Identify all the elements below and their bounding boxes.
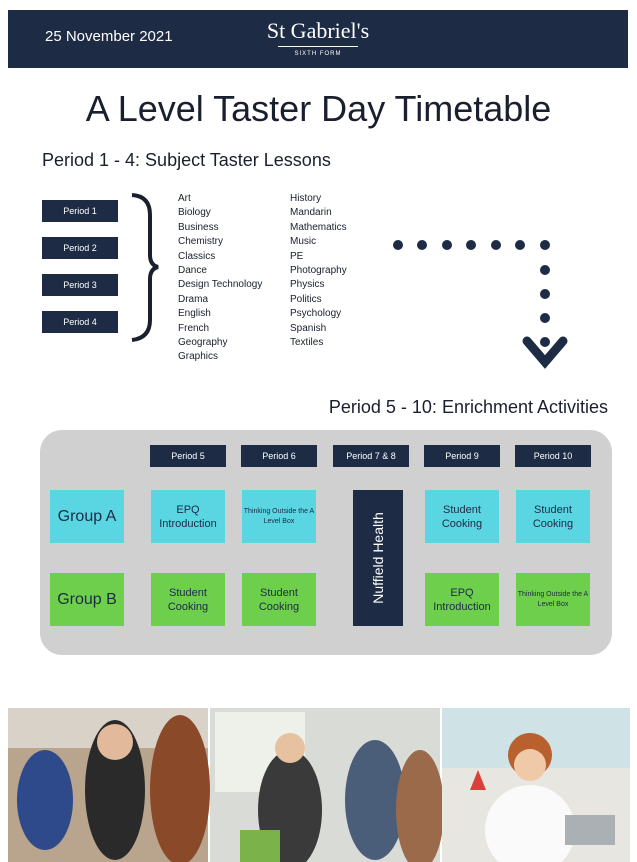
shared-activity-label: Nuffield Health	[370, 512, 386, 604]
subject: Geography	[178, 337, 228, 348]
period-header: Period 5	[150, 445, 226, 467]
activity-cell: Student Cooking	[151, 573, 225, 626]
subject: Graphics	[178, 351, 219, 363]
subject: Design Technology	[178, 279, 263, 291]
logo-subtitle: SIXTH FORM	[294, 51, 342, 57]
subject: French	[178, 322, 210, 334]
period-header: Period 10	[515, 445, 591, 467]
shared-activity: Nuffield Health	[353, 490, 403, 626]
group-name: Group A	[50, 490, 124, 543]
date: 25 November 2021	[45, 28, 173, 45]
period-box: Period 3	[42, 274, 118, 296]
subject: Photography	[290, 265, 347, 276]
header-bar: 25 November 2021 St Gabriel's SIXTH FORM	[8, 10, 628, 68]
period-header: Period 9	[424, 445, 500, 467]
subject: Mathematics	[290, 221, 347, 233]
logo-rule	[278, 46, 358, 47]
period-box: Period 4	[42, 311, 118, 333]
dotted-arrow	[393, 240, 568, 369]
subject: Spanish	[290, 322, 327, 334]
photo-strip	[8, 708, 630, 862]
subject: Biology	[178, 207, 211, 219]
subject: History	[290, 193, 322, 204]
subject: Music	[290, 236, 317, 248]
subject: Drama	[178, 293, 209, 305]
subject: Business	[178, 221, 219, 233]
activity-cell: Thinking Outside the A Level Box	[516, 573, 590, 626]
group-name: Group B	[50, 573, 124, 626]
section-heading: Period 5 - 10: Enrichment Activities	[328, 397, 608, 417]
subject: Psychology	[290, 308, 342, 320]
subject: Physics	[290, 279, 325, 291]
subject: Art	[178, 193, 191, 204]
period-header: Period 6	[241, 445, 317, 467]
subject: Chemistry	[178, 236, 224, 248]
subject: English	[178, 308, 211, 320]
activity-cell: EPQ Introduction	[425, 573, 499, 626]
period-box: Period 2	[42, 237, 118, 259]
activity-cell: EPQ Introduction	[151, 490, 225, 543]
activity-cell: Student Cooking	[242, 573, 316, 626]
bracket	[131, 193, 159, 342]
activity-cell: Thinking Outside the A Level Box	[242, 490, 316, 543]
subject: Mandarin	[290, 207, 332, 219]
section-heading: Period 1 - 4: Subject Taster Lessons	[42, 150, 331, 170]
subject: Classics	[178, 250, 216, 262]
subject: PE	[290, 250, 304, 262]
subject: Politics	[290, 293, 322, 305]
activity-cell: Student Cooking	[516, 490, 590, 543]
subject: Dance	[178, 265, 207, 276]
period-box: Period 1	[42, 200, 118, 222]
activity-cell: Student Cooking	[425, 490, 499, 543]
subject: Textiles	[290, 337, 324, 348]
page-title: A Level Taster Day Timetable	[85, 88, 552, 129]
logo: St Gabriel's	[266, 18, 370, 43]
period-header: Period 7 & 8	[333, 445, 409, 467]
